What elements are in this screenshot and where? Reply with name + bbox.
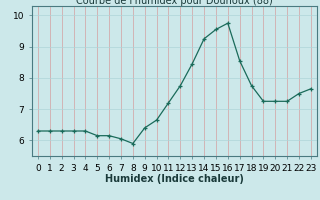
X-axis label: Humidex (Indice chaleur): Humidex (Indice chaleur) bbox=[105, 174, 244, 184]
Title: Courbe de l'humidex pour Dounoux (88): Courbe de l'humidex pour Dounoux (88) bbox=[76, 0, 273, 6]
